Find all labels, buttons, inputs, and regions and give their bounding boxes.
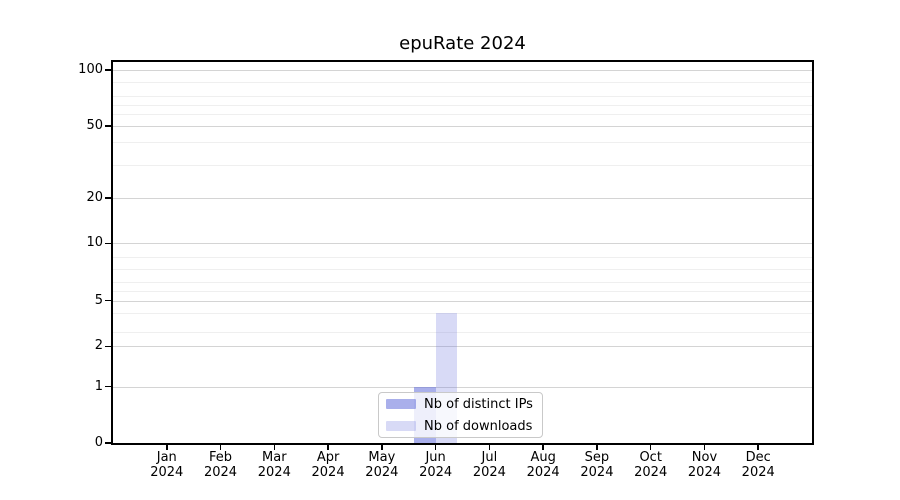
- minor-gridline: [113, 114, 812, 116]
- y-tick-mark: [105, 197, 111, 199]
- x-tick-mark: [381, 445, 383, 450]
- x-tick-label: Feb 2024: [189, 450, 253, 480]
- legend-swatch-distinct-ips: [386, 399, 416, 409]
- major-gridline: [113, 346, 812, 348]
- y-tick-label: 5: [94, 292, 103, 308]
- x-label-year: 2024: [526, 465, 560, 480]
- x-label-month: Oct: [639, 450, 662, 465]
- x-tick-mark: [757, 445, 759, 450]
- minor-gridline: [113, 331, 812, 333]
- y-tick-label: 20: [86, 189, 103, 205]
- plot-area: [111, 60, 814, 445]
- x-label-month: Apr: [316, 450, 340, 465]
- y-tick-label: 1: [94, 378, 103, 394]
- y-tick-label: 50: [86, 118, 103, 134]
- x-label-month: Feb: [209, 450, 233, 465]
- minor-gridline: [113, 256, 812, 258]
- minor-gridline: [113, 105, 812, 107]
- x-label-year: 2024: [419, 465, 453, 480]
- x-tick-mark: [488, 445, 491, 450]
- x-tick-mark: [219, 445, 222, 450]
- y-tick-label: 0: [94, 435, 103, 450]
- y-tick-mark: [105, 345, 111, 348]
- x-label-month: Jun: [425, 450, 446, 465]
- x-tick-mark: [434, 445, 437, 450]
- y-tick-mark: [105, 242, 111, 245]
- x-label-year: 2024: [687, 465, 721, 480]
- x-tick-label: May 2024: [350, 450, 414, 480]
- minor-gridline: [113, 313, 812, 315]
- x-label-year: 2024: [150, 465, 184, 480]
- major-gridline: [113, 243, 812, 245]
- legend-row-downloads: Nb of downloads: [379, 416, 542, 436]
- major-gridline: [113, 69, 812, 71]
- x-label-year: 2024: [580, 465, 614, 480]
- x-label-year: 2024: [203, 465, 238, 480]
- major-gridline: [113, 300, 812, 302]
- x-label-month: May: [368, 450, 396, 465]
- x-tick-label: Nov 2024: [672, 450, 736, 480]
- x-tick-mark: [703, 445, 706, 450]
- x-tick-label: Mar 2024: [242, 450, 306, 480]
- x-label-month: Sep: [584, 450, 610, 465]
- minor-gridline: [113, 82, 812, 84]
- x-label-year: 2024: [634, 465, 668, 480]
- y-tick-mark: [105, 125, 111, 127]
- y-tick-label: 100: [78, 61, 103, 77]
- y-tick-mark: [105, 442, 111, 444]
- x-tick-mark: [596, 445, 598, 450]
- legend: Nb of distinct IPs Nb of downloads: [378, 392, 543, 438]
- x-tick-mark: [649, 445, 652, 450]
- x-tick-label: Aug 2024: [511, 450, 575, 480]
- y-tick-label: 10: [86, 235, 103, 251]
- x-label-year: 2024: [741, 465, 775, 480]
- x-label-month: Aug: [530, 450, 556, 465]
- chart-title: epuRate 2024: [399, 33, 526, 54]
- x-tick-label: Jun 2024: [404, 450, 468, 480]
- minor-gridline: [113, 165, 812, 167]
- minor-gridline: [113, 291, 812, 293]
- x-tick-label: Dec 2024: [726, 450, 790, 480]
- y-tick-mark: [105, 385, 111, 388]
- x-label-month: Jul: [481, 450, 498, 465]
- x-label-month: Mar: [262, 450, 287, 465]
- x-tick-label: Oct 2024: [619, 450, 683, 480]
- x-tick-label: Sep 2024: [565, 450, 629, 480]
- major-gridline: [113, 386, 812, 388]
- x-label-month: Dec: [745, 450, 771, 465]
- y-tick-mark: [105, 69, 111, 71]
- minor-gridline: [113, 142, 812, 144]
- minor-gridline: [113, 281, 812, 283]
- x-tick-mark: [327, 445, 329, 450]
- major-gridline: [113, 126, 812, 128]
- x-tick-mark: [542, 445, 544, 450]
- x-tick-label: Apr 2024: [296, 450, 360, 480]
- x-label-month: Jan: [156, 450, 177, 465]
- legend-swatch-downloads: [386, 421, 416, 431]
- y-tick-label: 2: [94, 338, 103, 354]
- x-tick-mark: [273, 445, 276, 450]
- legend-label-downloads: Nb of downloads: [424, 418, 533, 434]
- legend-row-distinct-ips: Nb of distinct IPs: [379, 394, 542, 414]
- x-tick-mark: [166, 445, 168, 450]
- x-label-year: 2024: [365, 465, 399, 480]
- x-tick-label: Jul 2024: [457, 450, 521, 480]
- x-label-year: 2024: [311, 465, 345, 480]
- minor-gridline: [113, 269, 812, 271]
- x-tick-label: Jan 2024: [135, 450, 199, 480]
- minor-gridline: [113, 96, 812, 98]
- major-gridline: [113, 197, 812, 199]
- y-tick-mark: [105, 299, 111, 302]
- x-label-month: Nov: [691, 450, 718, 465]
- x-label-year: 2024: [472, 465, 506, 480]
- legend-label-distinct-ips: Nb of distinct IPs: [424, 396, 533, 412]
- x-label-year: 2024: [257, 465, 291, 480]
